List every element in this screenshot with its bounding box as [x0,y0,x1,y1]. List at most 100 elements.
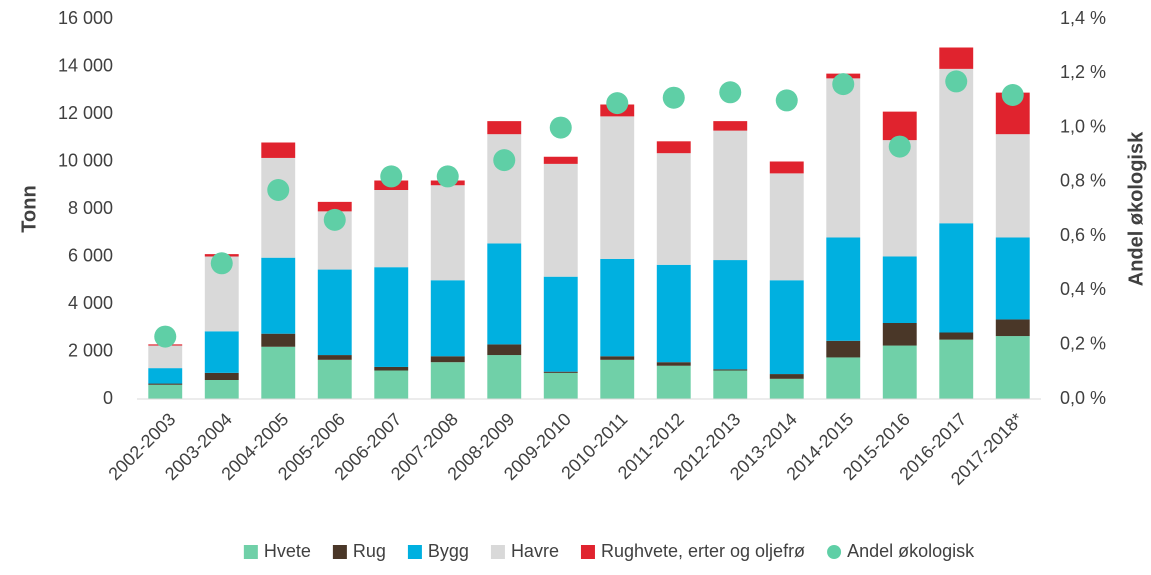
bar-segment [713,130,748,261]
bar-segment [769,280,804,375]
share-dot [493,149,516,172]
bar-segment [543,372,578,399]
bar-segment [826,78,861,238]
bar-segment [939,47,974,69]
legend-marker [332,545,347,559]
bar-segment [995,134,1030,238]
share-dot [380,165,403,188]
y-tick-label: 14 000 [58,55,113,75]
share-dot [888,135,911,158]
bar-segment [713,121,748,131]
bar-segment [882,256,917,323]
y-tick-label: 10 000 [58,150,113,170]
bar-segment [148,368,183,384]
bar-segment [487,355,522,399]
y-tick-label: 2 000 [68,340,113,360]
bar-segment [713,369,748,371]
bar-segment [543,276,578,372]
bar-segment [769,374,804,379]
bar-segment [713,370,748,399]
y-axis-label: Tonn [18,185,40,232]
share-dot [210,252,233,275]
bar-segment [713,260,748,370]
bar-segment [374,267,409,367]
bar-segment [656,153,691,265]
bar-segment [487,121,522,135]
y-tick-label: 8 000 [68,198,113,218]
bar-segment [317,359,352,399]
bar-segment [600,258,635,357]
bar-segment [600,116,635,259]
bar-segment [148,345,183,369]
bar-segment [826,357,861,399]
share-dot [549,116,572,139]
legend-marker [827,545,842,559]
bar-segment [317,201,352,212]
y2-tick-label: 0,6 % [1060,225,1106,245]
bar-segment [430,185,465,281]
legend-marker [243,545,258,559]
bar-segment [374,370,409,399]
bar-segment [882,323,917,346]
bar-segment [430,356,465,363]
legend-label: Rug [353,541,386,561]
share-dot [436,165,459,188]
share-dot [323,208,346,231]
bar-segment [769,173,804,281]
bar-segment [882,140,917,257]
bar-segment [261,157,296,258]
y-tick-label: 12 000 [58,103,113,123]
bar-segment [317,269,352,356]
share-dot [1001,84,1024,106]
share-dot [719,81,742,104]
share-dot [775,89,798,112]
bar-segment [995,336,1030,399]
y2-tick-label: 0,4 % [1060,279,1106,299]
bar-segment [430,280,465,357]
bar-segment [939,339,974,399]
legend-label: Havre [511,541,559,561]
share-dot [832,73,855,96]
bar-segment [148,383,183,385]
bar-segment [374,190,409,268]
y2-axis-label: Andel økologisk [1125,131,1147,286]
y2-tick-label: 0,2 % [1060,333,1106,353]
bar-segment [430,362,465,399]
bar-segment [826,237,861,341]
bar-segment [656,141,691,154]
bar-segment [939,68,974,224]
legend-label: Andel økologisk [847,541,975,561]
y-tick-label: 16 000 [58,8,113,28]
bar-segment [543,163,578,277]
bar-segment [204,331,239,373]
bar-segment [261,333,296,347]
bar-segment [939,332,974,340]
bar-segment [882,111,917,141]
share-dot [606,92,629,115]
bar-segment [543,371,578,373]
share-dot [267,179,290,201]
share-dot [154,325,177,348]
bar-segment [543,156,578,164]
bar-segment [769,378,804,399]
bar-segment [600,356,635,360]
bar-segment [995,319,1030,337]
bar-segment [261,257,296,334]
bar-segment [656,365,691,399]
bar-segment [148,384,183,399]
share-dot [945,70,968,93]
bar-segment [769,161,804,174]
y2-tick-label: 0,0 % [1060,388,1106,408]
bar-segment [487,243,522,345]
bar-segment [995,237,1030,320]
bar-segment [374,366,409,371]
y-tick-label: 6 000 [68,245,113,265]
legend-marker [407,545,422,559]
bar-segment [656,264,691,363]
bar-segment [882,345,917,399]
bar-segment [656,362,691,366]
y2-tick-label: 0,8 % [1060,171,1106,191]
legend-label: Hvete [264,541,311,561]
bar-segment [939,223,974,333]
